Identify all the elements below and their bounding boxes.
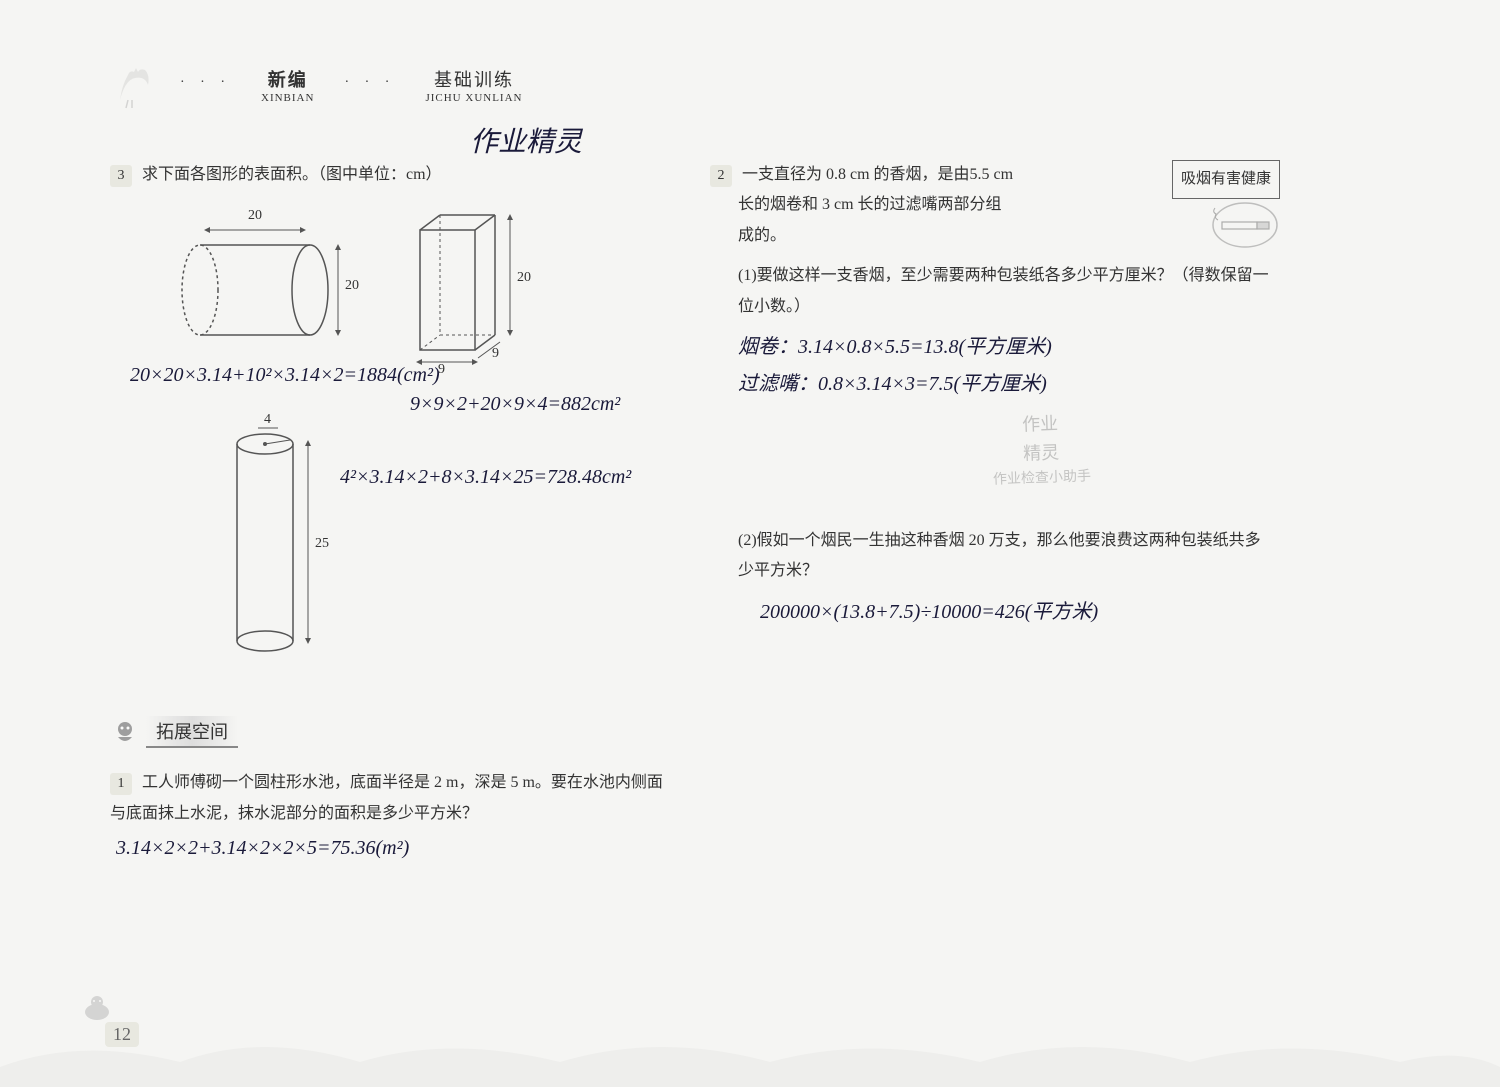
- question-3: 3 求下面各图形的表面积。（图中单位：cm）: [110, 160, 670, 190]
- header-dots-left: · · ·: [180, 75, 231, 91]
- box-height: 20: [517, 270, 531, 286]
- question-1-ext: 1 工人师傅砌一个圆柱形水池，底面半径是 2 m，深是 5 m。要在水池内侧面与…: [110, 768, 670, 867]
- left-column: 3 求下面各图形的表面积。（图中单位：cm）: [110, 160, 670, 867]
- q1-ext-number: 1: [110, 773, 132, 795]
- q2-sub2-text: (2)假如一个烟民一生抽这种香烟 20 万支，那么他要浪费这两种包装纸共多少平方…: [738, 532, 1261, 579]
- q1-ext-text: 工人师傅砌一个圆柱形水池，底面半径是 2 m，深是 5 m。要在水池内侧面与底面…: [110, 774, 663, 821]
- q3-answer-2: 9×9×2+20×9×4=882cm²: [410, 393, 670, 416]
- cyl-v-height: 25: [315, 536, 329, 552]
- box-w1: 9: [438, 362, 445, 378]
- xinbian-py: XINBIAN: [261, 92, 314, 104]
- cyl-v-diameter: 4: [264, 412, 271, 428]
- page-header: · · · 新编 XINBIAN · · · 基础训练 JICHU XUNLIA…: [110, 60, 1430, 110]
- handwritten-title: 作业精灵: [470, 120, 582, 160]
- q3-text: 求下面各图形的表面积。（图中单位：cm）: [142, 166, 442, 183]
- jichu-cn: 基础训练: [434, 66, 514, 92]
- xinbian-title: 新编 XINBIAN: [261, 66, 314, 104]
- q3-number: 3: [110, 165, 132, 187]
- q1-ext-answer: 3.14×2×2+3.14×2×2×5=75.36(m²): [116, 837, 409, 859]
- question-2: 2 一支直径为 0.8 cm 的香烟，是由5.5 cm 长的烟卷和 3 cm 长…: [710, 160, 1270, 251]
- extension-section-header: 拓展空间: [110, 716, 670, 748]
- q2-text-line3: 成的。: [738, 227, 786, 244]
- watermark: 作业 精灵 作业检查小助手: [991, 408, 1092, 491]
- q2-sub1: (1)要做这样一支香烟，至少需要两种包装纸各多少平方厘米？（得数保留一位小数。）: [738, 261, 1270, 322]
- xinbian-cn: 新编: [268, 66, 308, 92]
- smoking-warning-box: 吸烟有害健康: [1172, 160, 1280, 199]
- q2-sub2-ans: 200000×(13.8+7.5)÷10000=426(平方米): [760, 595, 1270, 624]
- q2-text-line2: 长的烟卷和 3 cm 长的过滤嘴两部分组: [738, 196, 1002, 213]
- watermark-line1: 作业: [991, 408, 1090, 440]
- cyl-h-height: 20: [345, 278, 359, 294]
- watermark-line2: 精灵: [992, 437, 1091, 469]
- footer-clouds: [0, 1027, 1500, 1087]
- diagram-box: 20 9 9: [410, 210, 510, 360]
- right-column: 2 一支直径为 0.8 cm 的香烟，是由5.5 cm 长的烟卷和 3 cm 长…: [710, 160, 1270, 867]
- diagram-cylinder-horizontal: 20 20: [170, 210, 350, 340]
- extension-title: 拓展空间: [146, 716, 238, 748]
- q3-answer-1: 20×20×3.14+10²×3.14×2=1884(cm²): [130, 364, 670, 387]
- q2-sub1-ans-a: 烟卷：3.14×0.8×5.5=13.8(平方厘米): [738, 330, 1270, 359]
- diagram-cylinder-vertical: 4 25: [230, 426, 310, 666]
- rooster-icon: [110, 60, 160, 110]
- q3-answer-3: 4²×3.14×2+8×3.14×25=728.48cm²: [340, 466, 631, 489]
- q2-sub1-ans-b: 过滤嘴：0.8×3.14×3=7.5(平方厘米): [738, 367, 1270, 396]
- cyl-h-width: 20: [248, 208, 262, 224]
- box-w2: 9: [492, 346, 499, 362]
- q2-text-line1: 一支直径为 0.8 cm 的香烟，是由5.5 cm: [742, 166, 1013, 183]
- cigarette-icon: [1210, 200, 1280, 250]
- kid-icon: [110, 717, 140, 747]
- q2-sub2: (2)假如一个烟民一生抽这种香烟 20 万支，那么他要浪费这两种包装纸共多少平方…: [738, 526, 1270, 587]
- footer-decoration-icon: [80, 992, 115, 1022]
- jichu-title: 基础训练 JICHU XUNLIAN: [425, 66, 522, 104]
- watermark-line3: 作业检查小助手: [993, 466, 1092, 492]
- q2-sub1-text: (1)要做这样一支香烟，至少需要两种包装纸各多少平方厘米？（得数保留一位小数。）: [738, 267, 1269, 314]
- jichu-py: JICHU XUNLIAN: [425, 92, 522, 104]
- q2-number: 2: [710, 165, 732, 187]
- header-dots-right: · · ·: [344, 75, 395, 91]
